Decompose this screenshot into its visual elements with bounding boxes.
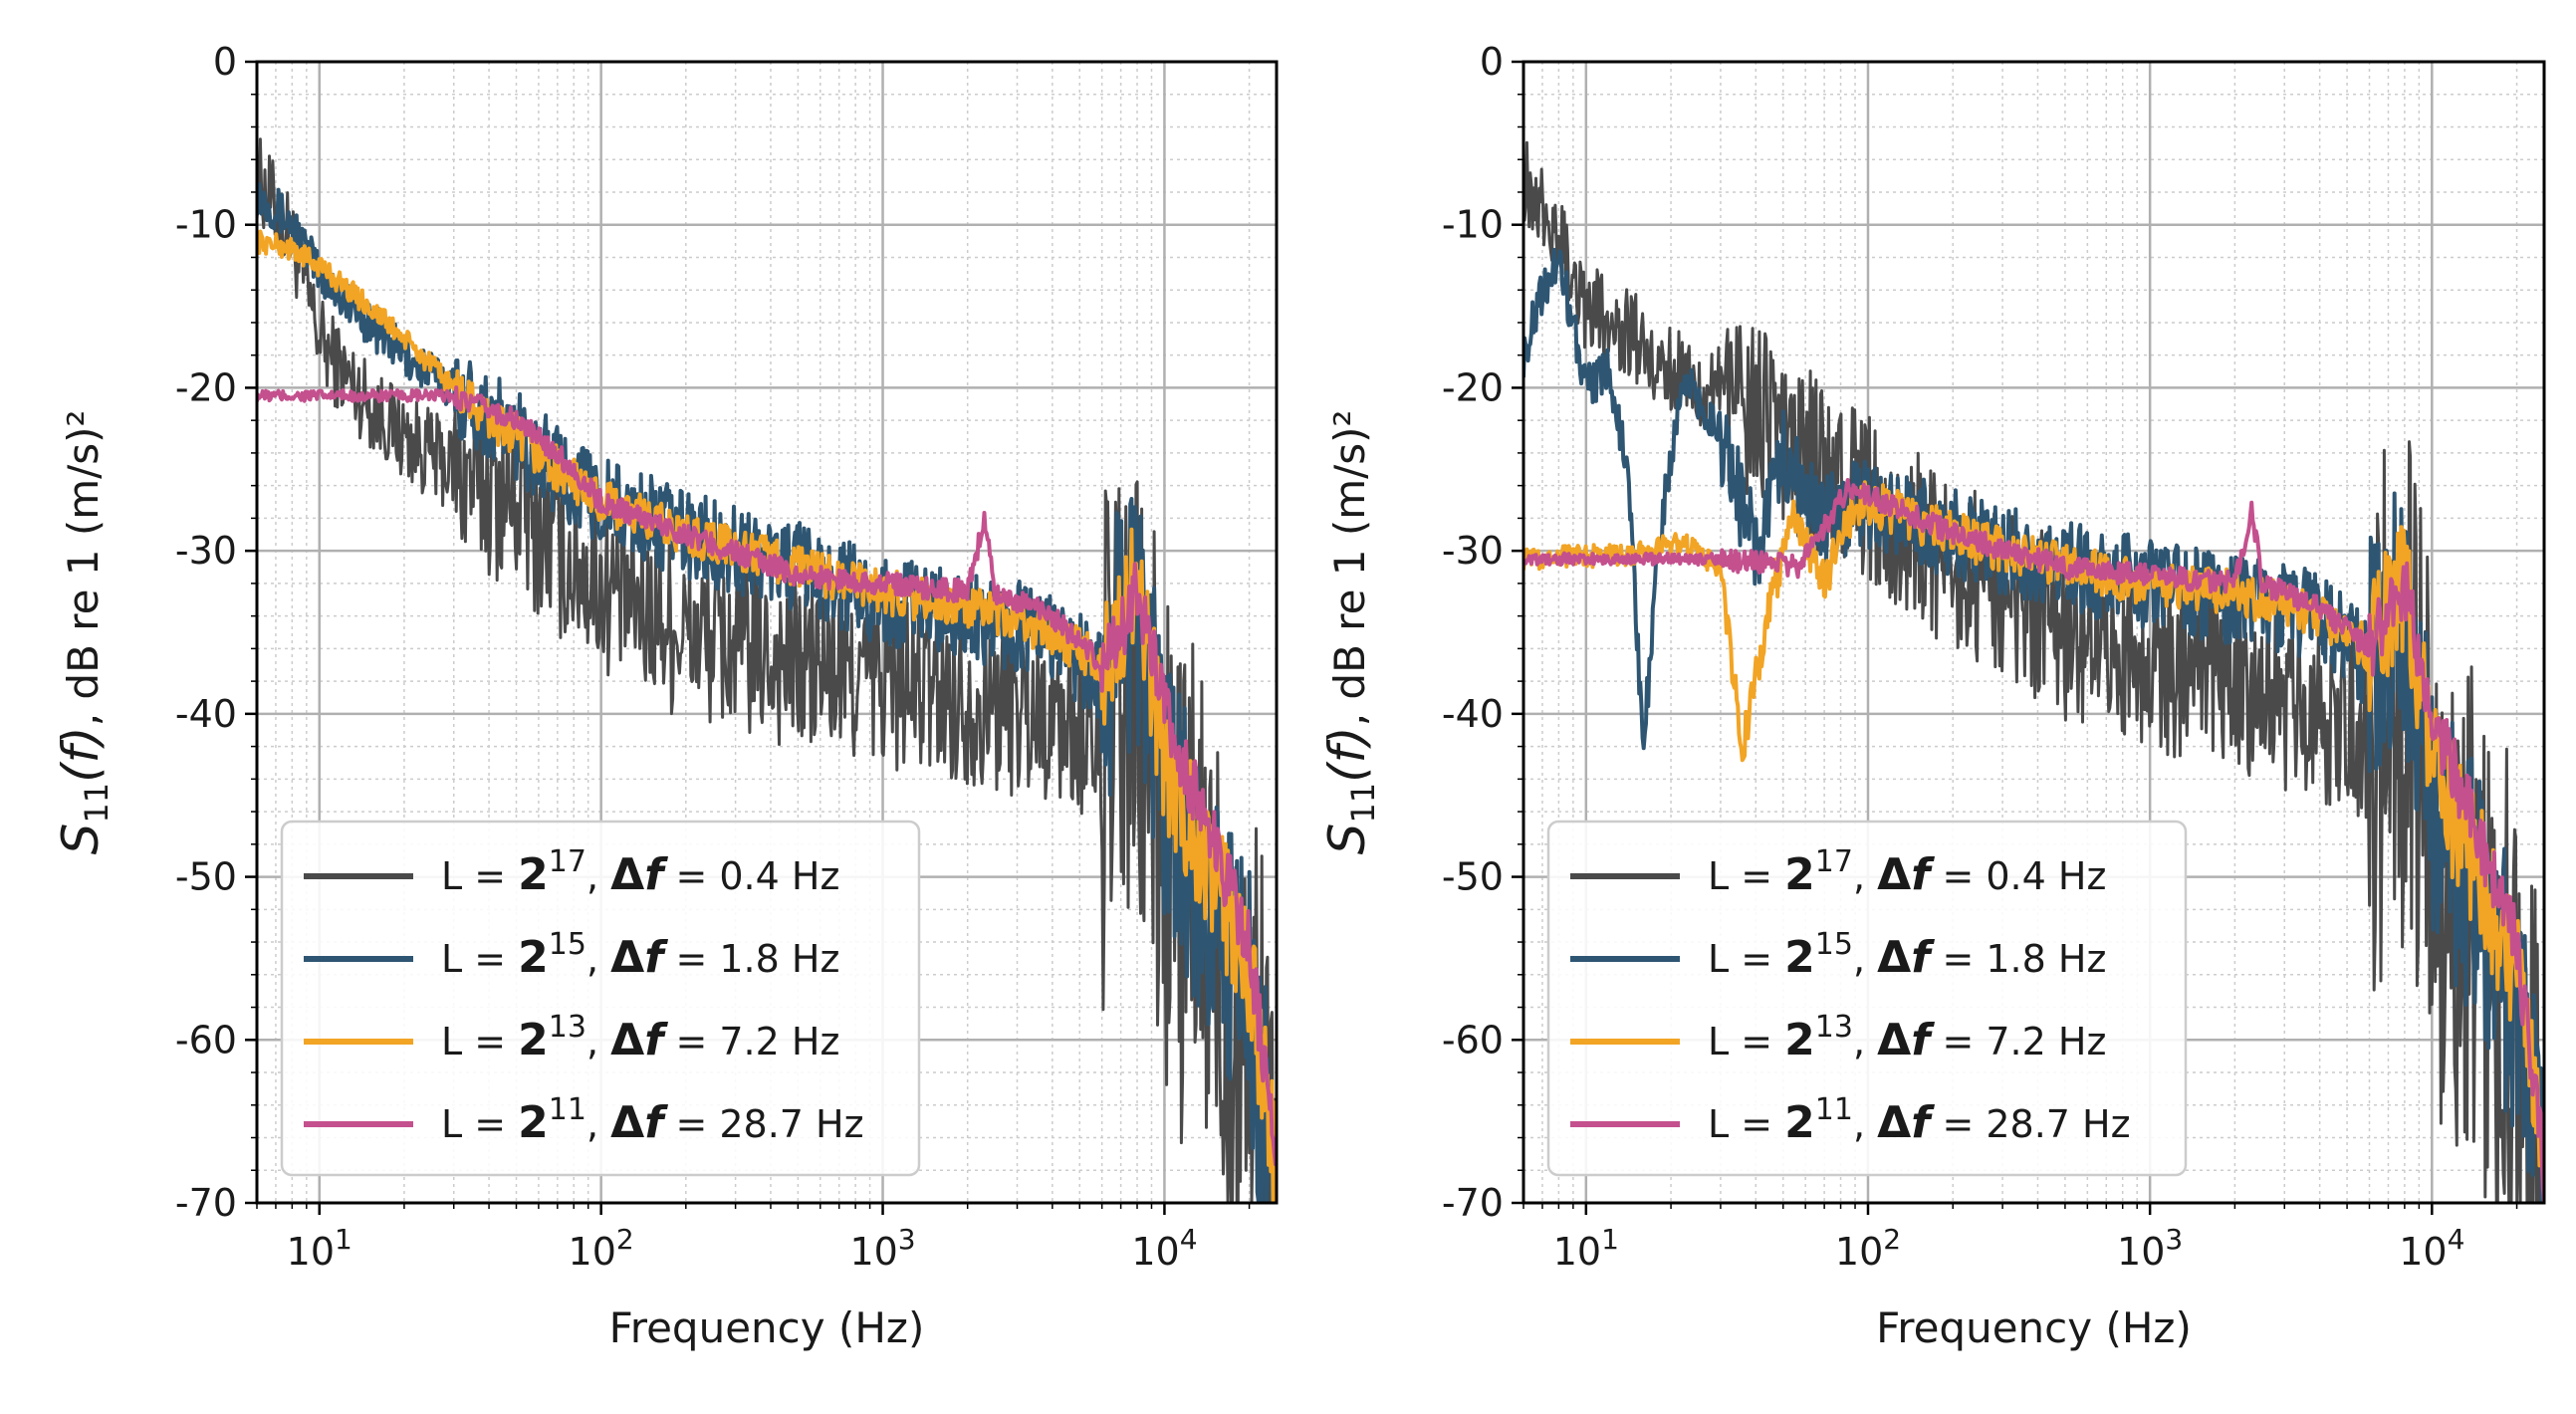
y-tick-label: -50: [175, 855, 237, 899]
x-tick-label: 104: [2399, 1223, 2464, 1274]
axes-frame: [255, 60, 1279, 1205]
x-tick-label: 104: [1131, 1223, 1197, 1274]
x-tick-label: 102: [569, 1223, 634, 1274]
x-tick-label: 101: [287, 1223, 352, 1274]
y-tick-label: -60: [1442, 1018, 1504, 1061]
series-line-11: [1523, 478, 2544, 1202]
y-tick-label: -30: [1442, 529, 1504, 573]
legend: L = 217, Δf = 0.4 Hz L = 215, Δf = 1.8 Hz…: [280, 820, 921, 1177]
legend-label-13: L = 213, Δf = 7.2 Hz: [1708, 1010, 2106, 1065]
y-tick-label: -20: [1442, 365, 1504, 409]
y-tick-label: 0: [1480, 40, 1504, 84]
legend-label-15: L = 215, Δf = 1.8 Hz: [441, 927, 839, 983]
x-tick-label: 103: [2117, 1223, 2183, 1274]
series-line-17: [257, 137, 1277, 1203]
axes-frame: [1522, 60, 2546, 1205]
legend-label-17: L = 217, Δf = 0.4 Hz: [1708, 844, 2106, 900]
series-line-11: [257, 385, 1277, 1167]
x-axis-label: Frequency (Hz): [1876, 1303, 2192, 1352]
x-axis: 101 102 103 104: [1522, 1203, 2518, 1274]
legend-label-15: L = 215, Δf = 1.8 Hz: [1708, 927, 2106, 983]
y-axis: 0 -10 -20 -30 -40 -50 -60 -70: [175, 40, 257, 1225]
legend-label-11: L = 211, Δf = 28.7 Hz: [1708, 1092, 2131, 1148]
y-tick-label: -30: [175, 529, 237, 573]
y-tick-label: -10: [175, 203, 237, 247]
legend-box: [1546, 820, 2188, 1177]
series-group: [1523, 140, 2544, 1203]
chart-right: 0 -10 -20 -30 -40 -50 -60 -70 101 102 103 104 Freque…: [1318, 40, 2546, 1352]
y-tick-label: -70: [175, 1181, 237, 1225]
x-axis: 101 102 103 104: [256, 1203, 1251, 1274]
x-tick-label: 101: [1553, 1223, 1619, 1274]
y-tick-label: -40: [1442, 692, 1504, 736]
legend-label-13: L = 213, Δf = 7.2 Hz: [441, 1010, 839, 1065]
legend: L = 217, Δf = 0.4 Hz L = 215, Δf = 1.8 Hz…: [1546, 820, 2188, 1177]
legend-box: [280, 820, 921, 1177]
x-tick-label: 103: [849, 1223, 915, 1274]
legend-label-11: L = 211, Δf = 28.7 Hz: [441, 1092, 864, 1148]
x-axis-label: Frequency (Hz): [609, 1303, 925, 1352]
y-axis-label: S11(f), dB re 1 (m/s)²: [1318, 410, 1382, 855]
y-axis: 0 -10 -20 -30 -40 -50 -60 -70: [1442, 40, 1523, 1225]
y-tick-label: -40: [175, 692, 237, 736]
y-tick-label: -20: [175, 365, 237, 409]
chart-left: 0 -10 -20 -30 -40 -50 -60 -70 101 102 103 104 Freque…: [52, 40, 1279, 1352]
y-tick-label: -10: [1442, 203, 1504, 247]
x-tick-label: 102: [1835, 1223, 1901, 1274]
y-tick-label: -60: [175, 1018, 237, 1061]
series-group: [257, 137, 1277, 1203]
y-tick-label: -70: [1442, 1181, 1504, 1225]
y-axis-label: S11(f), dB re 1 (m/s)²: [52, 410, 116, 855]
y-tick-label: -50: [1442, 855, 1504, 899]
y-tick-label: 0: [213, 40, 237, 84]
series-line-13: [257, 229, 1277, 1203]
legend-label-17: L = 217, Δf = 0.4 Hz: [441, 844, 839, 900]
